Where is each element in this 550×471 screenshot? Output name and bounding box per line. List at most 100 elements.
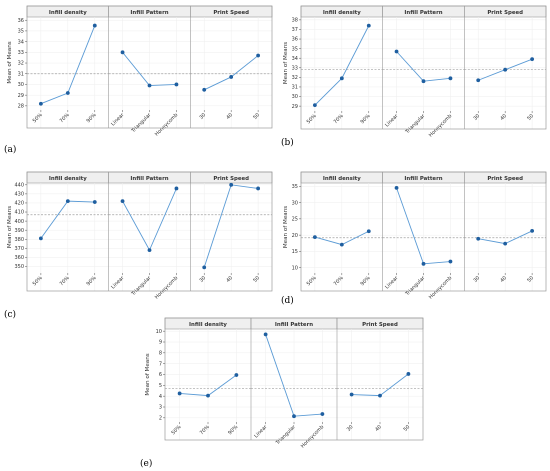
x-tick-label: 90% (360, 113, 372, 125)
panel-title: Infill Pattern (404, 176, 442, 182)
x-tick-label: 50% (32, 112, 44, 124)
y-tick-label: 33 (292, 65, 298, 71)
data-point (120, 199, 125, 204)
x-tick-label: Honeycomb (154, 275, 179, 300)
data-point (394, 185, 399, 190)
data-point (421, 79, 426, 84)
y-tick-label: 430 (14, 192, 24, 198)
y-tick-label: 35 (292, 46, 298, 52)
y-tick-label: 31 (292, 85, 298, 91)
data-point (530, 229, 535, 233)
y-tick-label: 29 (18, 93, 24, 99)
data-point (394, 49, 399, 54)
y-tick-label: 35 (18, 29, 24, 35)
x-tick-label: 40 (499, 275, 508, 284)
panel-title: Infill Pattern (130, 176, 168, 182)
y-tick-label: 8 (159, 351, 162, 357)
y-tick-label: 440 (14, 183, 24, 189)
panel-title: Infill Pattern (404, 10, 442, 16)
panel-title: Print Speed (362, 322, 398, 328)
x-tick-label: 30 (472, 113, 481, 122)
data-point (263, 332, 268, 337)
x-tick-label: 50% (170, 424, 182, 436)
data-point (256, 186, 261, 191)
chart-label: (a) (4, 144, 16, 155)
panel-print-speed: Print Speed 30 40 50 (336, 317, 424, 440)
y-tick-label: 410 (14, 210, 24, 216)
chart-frame (26, 5, 273, 129)
data-point (312, 235, 317, 240)
x-tick-label: 70% (333, 113, 345, 125)
y-tick-label: 36 (18, 18, 24, 24)
y-tick-label: 30 (292, 200, 298, 206)
y-axis-label: Mean of Means (283, 42, 289, 84)
data-point (202, 87, 207, 92)
y-tick-label: 390 (14, 228, 24, 234)
y-tick-label: 28 (18, 104, 24, 110)
x-tick-label: 50 (526, 275, 535, 284)
chart-d: Infill density 50% 70% 90% Infill Pattern Lin… (281, 171, 547, 306)
y-axis-label: Mean of Means (7, 206, 13, 248)
y-tick-label: 30 (18, 82, 24, 88)
chart-label: (e) (140, 458, 152, 469)
data-point (530, 57, 535, 62)
data-point (38, 236, 43, 241)
y-tick-label: 350 (14, 264, 24, 270)
chart-a: Infill density 50% 70% 90% Infill Pattern Lin… (4, 5, 273, 155)
y-tick-label: 9 (159, 340, 162, 346)
data-point (174, 82, 179, 87)
x-tick-label: 70% (333, 275, 345, 287)
y-tick-label: 380 (14, 237, 24, 243)
panel-title: Infill Pattern (275, 322, 313, 328)
x-tick-label: 90% (227, 424, 239, 436)
chart-label: (d) (281, 295, 294, 306)
y-tick-label: 25 (292, 217, 298, 223)
data-point (448, 76, 453, 81)
panel-print-speed: Print Speed 30 40 50 (464, 5, 547, 129)
y-axis-label: Mean of Means (7, 41, 13, 83)
chart-label: (c) (4, 309, 16, 320)
data-point (406, 372, 411, 376)
x-tick-label: 50 (403, 424, 412, 433)
x-tick-label: Honeycomb (428, 113, 453, 138)
data-point (174, 186, 179, 191)
y-tick-label: 38 (292, 18, 298, 24)
data-point (366, 23, 371, 28)
y-tick-label: 32 (292, 75, 298, 81)
chart-frame (26, 171, 273, 292)
x-tick-label: Honeycomb (300, 424, 325, 449)
panel-title: Infill density (189, 322, 227, 328)
x-tick-label: Linear (384, 275, 400, 291)
x-tick-label: 70% (199, 424, 211, 436)
y-tick-label: 4 (159, 394, 162, 400)
data-point (206, 393, 210, 398)
data-point (92, 200, 97, 204)
x-tick-label: 40 (225, 112, 234, 121)
y-axis-label: Mean of Means (145, 353, 151, 395)
x-tick-label: Linear (110, 112, 126, 128)
panel-title: Print Speed (213, 10, 249, 16)
y-tick-label: 370 (14, 246, 24, 252)
y-tick-label: 2 (159, 416, 162, 422)
panel-print-speed: Print Speed 30 40 50 (190, 5, 273, 128)
y-tick-label: 31 (18, 71, 24, 77)
x-tick-label: Linear (384, 113, 400, 129)
y-tick-label: 32 (18, 61, 24, 67)
panel-title: Infill density (323, 10, 361, 16)
panel-infill-density: Infill density 50% 70% 90% (26, 5, 109, 128)
panel-title: Print Speed (213, 176, 249, 182)
y-tick-label: 3 (159, 405, 162, 411)
data-point (147, 83, 152, 88)
panel-infill-density: Infill density 50% 70% 90% (164, 317, 252, 440)
panel-title: Infill density (323, 176, 361, 182)
data-point (92, 23, 97, 28)
chart-b: Infill density 50% 70% 90% Infill Pattern Lin… (281, 5, 547, 148)
data-point (65, 91, 70, 95)
data-point (503, 241, 508, 246)
data-point (339, 76, 344, 81)
data-point (448, 259, 453, 264)
y-tick-label: 10 (156, 329, 162, 335)
